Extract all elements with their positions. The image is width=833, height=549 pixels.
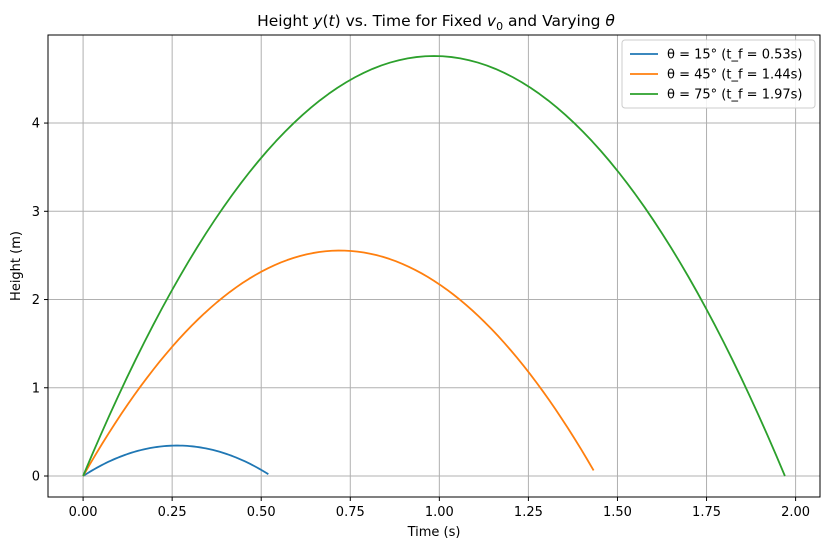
legend-label-2: θ = 45° (t_f = 1.44s) <box>667 68 802 83</box>
x-tick-label: 1.75 <box>692 505 721 520</box>
x-tick-label: 1.50 <box>603 505 632 520</box>
x-axis-label: Time (s) <box>407 525 461 540</box>
x-tick-label: 2.00 <box>781 505 810 520</box>
x-tick-label: 0.00 <box>69 505 98 520</box>
y-tick-label: 0 <box>32 470 40 485</box>
legend: θ = 15° (t_f = 0.53s) θ = 45° (t_f = 1.44… <box>621 39 816 109</box>
y-tick-label: 4 <box>32 117 40 132</box>
legend-box <box>621 39 816 109</box>
y-tick-label: 2 <box>32 293 40 308</box>
legend-label-3: θ = 75° (t_f = 1.97s) <box>667 88 802 103</box>
x-tick-label: 1.25 <box>514 505 543 520</box>
y-tick-label: 1 <box>32 381 40 396</box>
x-tick-label: 0.75 <box>336 505 365 520</box>
y-axis-ticks: 0 1 2 3 4 <box>32 117 48 485</box>
series-line-2 <box>82 249 595 477</box>
series-line-3 <box>82 55 786 477</box>
x-axis-ticks: 0.00 0.25 0.50 0.75 1.00 1.25 1.50 1.75 2.00 <box>69 497 810 520</box>
x-tick-label: 1.00 <box>425 505 454 520</box>
y-axis-label: Height (m) <box>9 231 24 301</box>
plot-frame <box>47 34 821 498</box>
x-tick-label: 0.25 <box>158 505 187 520</box>
legend-label-1: θ = 15° (t_f = 0.53s) <box>667 48 802 63</box>
y-tick-label: 3 <box>32 205 40 220</box>
grid-lines <box>48 35 820 497</box>
series-lines <box>82 55 786 477</box>
chart-title: Height y(t) vs. Time for Fixed v0 and Va… <box>257 12 615 33</box>
x-tick-label: 0.50 <box>247 505 276 520</box>
series-line-1 <box>82 444 269 477</box>
